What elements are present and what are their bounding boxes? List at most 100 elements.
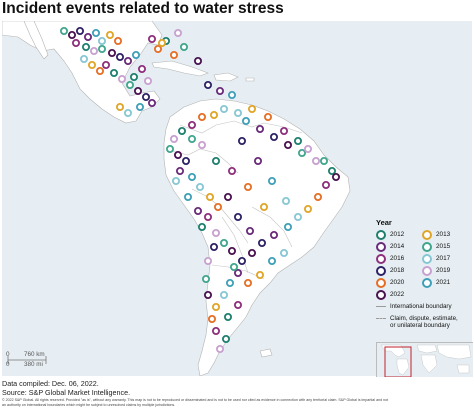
incident-marker (219, 290, 228, 299)
incident-marker (84, 32, 93, 41)
inset-extent-box (384, 346, 412, 377)
incident-marker (233, 300, 242, 309)
inset-africa (420, 354, 438, 374)
incident-marker (225, 278, 234, 287)
incident-marker (211, 302, 220, 311)
incident-marker (118, 75, 127, 84)
land-hispaniola (213, 72, 239, 82)
incident-marker (279, 127, 288, 136)
incident-marker (173, 150, 182, 159)
incident-marker (223, 312, 232, 321)
incident-marker (82, 42, 91, 51)
incident-marker (233, 109, 242, 118)
legend-item-2022: 2022 (376, 289, 422, 300)
incident-marker (124, 57, 133, 66)
map-canvas[interactable] (2, 21, 472, 376)
legend-swatch-icon (422, 253, 432, 264)
legend-years: 2012 2013 2014 2015 2016 2017 2018 2019 … (376, 229, 472, 300)
incident-marker (293, 212, 302, 221)
land-falklands (259, 348, 273, 358)
incident-marker (153, 44, 162, 53)
incident-marker (147, 34, 156, 43)
incident-marker (114, 36, 123, 45)
legend-title: Year (376, 218, 392, 227)
incident-marker (221, 334, 230, 343)
incident-marker (267, 256, 276, 265)
incident-marker (227, 246, 236, 255)
incident-marker (108, 48, 117, 57)
incident-marker (197, 222, 206, 231)
incident-marker (219, 238, 228, 247)
incident-marker (267, 176, 276, 185)
incident-marker (243, 278, 252, 287)
incident-marker (68, 30, 77, 39)
incident-marker (177, 127, 186, 136)
incident-marker (203, 256, 212, 265)
incident-marker (131, 50, 140, 59)
incident-marker (283, 141, 292, 150)
incident-marker (321, 180, 330, 189)
inset-australia (456, 364, 470, 374)
incident-marker (76, 27, 85, 35)
map-title: Incident events related to water stress (2, 0, 284, 17)
incident-marker (263, 113, 272, 122)
incident-marker (313, 192, 322, 201)
incident-marker (195, 182, 204, 191)
incident-marker (209, 242, 218, 251)
incident-marker (255, 125, 264, 134)
legend-swatch-icon (376, 265, 386, 276)
incident-marker (110, 69, 119, 78)
incident-marker (297, 148, 306, 157)
map-area[interactable] (2, 21, 472, 376)
incident-marker (215, 87, 224, 96)
legend-item-2016: 2016 (376, 253, 422, 264)
incident-marker (233, 212, 242, 221)
incident-marker (183, 192, 192, 201)
incident-marker (137, 65, 146, 74)
incident-marker (102, 61, 111, 70)
incident-marker (319, 156, 328, 165)
data-compiled-date: Data compiled: Dec. 06, 2022. (2, 379, 99, 388)
incident-marker (88, 61, 97, 70)
incident-marker (133, 87, 142, 96)
incident-marker (241, 117, 250, 126)
legend-item-2015: 2015 (422, 241, 468, 252)
incident-marker (147, 99, 156, 108)
incident-marker (269, 133, 278, 142)
incident-marker (227, 166, 236, 175)
incident-marker (269, 230, 278, 239)
incident-marker (169, 135, 178, 144)
scale-bar-graphic (7, 356, 47, 364)
incident-marker (203, 212, 212, 221)
incident-marker (223, 192, 232, 201)
incident-marker (126, 81, 135, 90)
incident-marker (135, 103, 144, 112)
incident-marker (207, 314, 216, 323)
incident-marker (116, 103, 125, 112)
incident-marker (219, 105, 228, 114)
legend-item-2012: 2012 (376, 229, 422, 240)
copyright-disclaimer: © 2022 S&P Global. All rights reserved. … (2, 398, 389, 407)
incident-marker (237, 256, 246, 265)
incident-marker (193, 206, 202, 215)
scale-km-label: 760 km (24, 351, 45, 358)
map-legend: Year 2012 2013 2014 2015 2016 2017 2018 … (376, 218, 472, 330)
incident-marker (247, 248, 256, 257)
incident-marker (80, 55, 89, 64)
incident-marker (243, 182, 252, 191)
legend-swatch-icon (422, 229, 432, 240)
legend-item-2021: 2021 (422, 277, 468, 288)
incident-marker (187, 121, 196, 130)
incident-marker (293, 137, 302, 146)
inset-europe (416, 344, 438, 354)
incident-marker (98, 36, 107, 45)
incident-marker (209, 111, 218, 120)
incident-marker (205, 192, 214, 201)
incident-marker (90, 46, 99, 55)
legend-item-2017: 2017 (422, 253, 468, 264)
incident-marker (60, 27, 69, 35)
incident-marker (173, 28, 182, 37)
incident-marker (171, 176, 180, 185)
incident-marker (201, 274, 210, 283)
incident-marker (193, 57, 202, 66)
